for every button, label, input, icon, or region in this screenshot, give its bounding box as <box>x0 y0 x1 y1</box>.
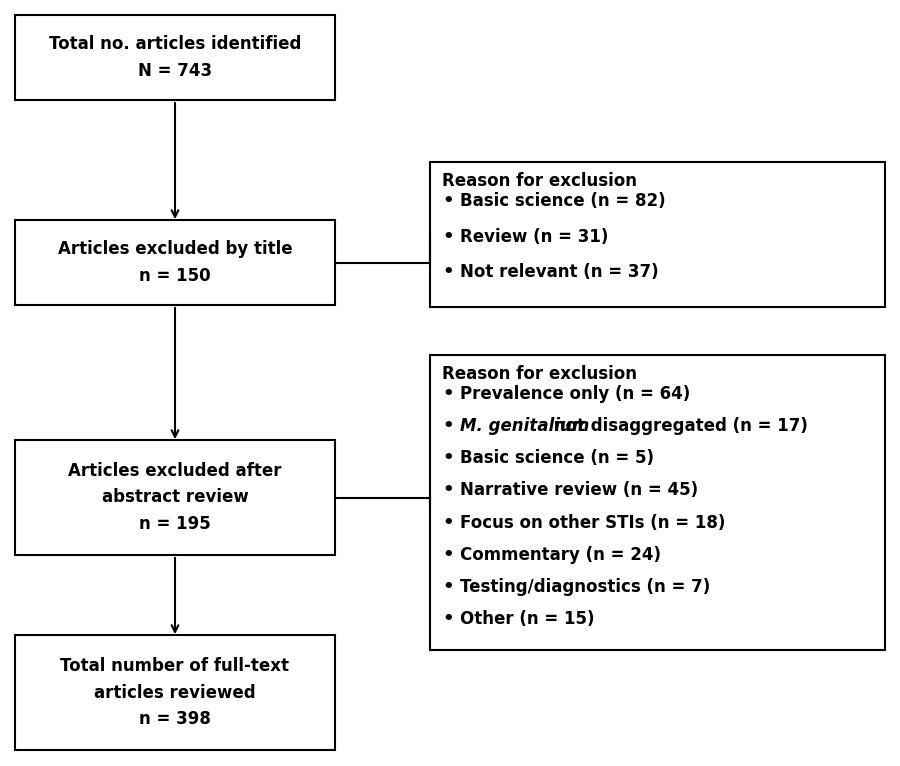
Text: Total number of full-text
articles reviewed
n = 398: Total number of full-text articles revie… <box>60 657 290 728</box>
Text: Articles excluded after
abstract review
n = 195: Articles excluded after abstract review … <box>68 462 282 533</box>
Text: Narrative review (n = 45): Narrative review (n = 45) <box>460 481 698 499</box>
Bar <box>15 15 335 100</box>
Text: •: • <box>442 192 454 210</box>
Text: Prevalence only (n = 64): Prevalence only (n = 64) <box>460 385 690 403</box>
Text: Total no. articles identified
N = 743: Total no. articles identified N = 743 <box>49 35 302 80</box>
Text: Commentary (n = 24): Commentary (n = 24) <box>460 545 661 564</box>
Bar <box>430 355 885 650</box>
Bar <box>430 162 885 307</box>
Text: Articles excluded by title
n = 150: Articles excluded by title n = 150 <box>58 241 292 285</box>
Text: •: • <box>442 481 454 499</box>
Text: •: • <box>442 228 454 246</box>
Text: Reason for exclusion: Reason for exclusion <box>442 365 637 383</box>
Text: Review (n = 31): Review (n = 31) <box>460 228 608 246</box>
Text: •: • <box>442 545 454 564</box>
Text: •: • <box>442 385 454 403</box>
Text: Basic science (n = 5): Basic science (n = 5) <box>460 449 654 467</box>
Text: •: • <box>442 264 454 281</box>
Text: •: • <box>442 513 454 532</box>
Bar <box>15 220 335 305</box>
Text: Focus on other STIs (n = 18): Focus on other STIs (n = 18) <box>460 513 725 532</box>
Text: •: • <box>442 578 454 596</box>
Bar <box>15 440 335 555</box>
Text: •: • <box>442 610 454 628</box>
Text: not disaggregated (n = 17): not disaggregated (n = 17) <box>548 417 808 435</box>
Text: Other (n = 15): Other (n = 15) <box>460 610 595 628</box>
Text: •: • <box>442 449 454 467</box>
Text: •: • <box>442 417 454 435</box>
Text: Testing/diagnostics (n = 7): Testing/diagnostics (n = 7) <box>460 578 710 596</box>
Text: Not relevant (n = 37): Not relevant (n = 37) <box>460 264 659 281</box>
Text: Basic science (n = 82): Basic science (n = 82) <box>460 192 666 210</box>
Text: Reason for exclusion: Reason for exclusion <box>442 172 637 190</box>
Bar <box>15 635 335 750</box>
Text: M. genitalium: M. genitalium <box>460 417 590 435</box>
